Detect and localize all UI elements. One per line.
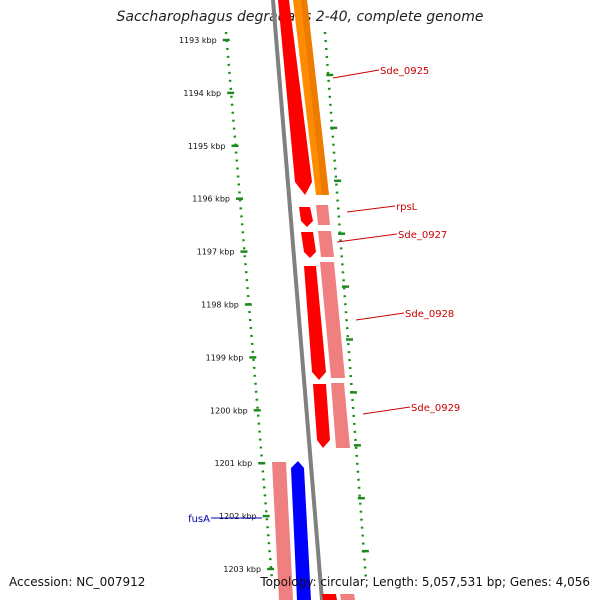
gene-sde-0925-arrow-shade — [301, 0, 329, 195]
gene-label-rpsl[interactable]: rpsL — [396, 202, 418, 213]
gene-sde-0927-pink-bar — [318, 231, 334, 257]
ruler-lines — [224, 31, 368, 581]
axis-tick-label: 1202 kbp — [219, 512, 257, 521]
next-gene-red-arrow — [322, 594, 337, 600]
axis-tick-label: 1197 kbp — [197, 248, 235, 257]
axis-tick-label: 1199 kbp — [206, 353, 244, 362]
axis-tick-label: 1196 kbp — [192, 195, 230, 204]
gene-fusa-features — [272, 461, 311, 600]
gene-sde-0927-features — [301, 231, 334, 258]
gene-label-sde-0929[interactable]: Sde_0929 — [411, 403, 460, 414]
next-gene-features — [322, 594, 355, 600]
axis-tick-label: 1200 kbp — [210, 406, 248, 415]
axis-tick-label: 1203 kbp — [223, 565, 261, 574]
gene-fusa-blue-arrow — [291, 461, 311, 600]
ruler-line-right — [323, 31, 368, 581]
gene-rpsl-pink-bar — [316, 205, 330, 225]
next-gene-pink-bar — [340, 594, 355, 600]
gene-label-sde-0927[interactable]: Sde_0927 — [398, 230, 447, 241]
callout-line-sde-0927 — [336, 233, 398, 243]
gene-sde-0929-features — [313, 383, 350, 448]
gene-label-fusa[interactable]: fusA — [188, 514, 210, 525]
gene-sde-0929-pink-bar — [331, 383, 350, 448]
gene-sde-0929-red-arrow — [313, 384, 330, 448]
gene-sde-0927-red-arrow — [301, 232, 316, 258]
gene-sde-0928-pink-bar — [320, 262, 345, 378]
callout-line-sde-0925 — [332, 69, 380, 79]
gene-callouts: Sde_0925 rpsL Sde_0927 Sde_0928 Sde_0929 fusA — [188, 66, 460, 525]
accession-text: Accession: NC_007912 — [9, 575, 146, 589]
gene-sde-0924-features — [278, 0, 312, 195]
callout-line-rpsl — [346, 205, 396, 213]
axis-tick-label: 1201 kbp — [214, 459, 252, 468]
gene-sde-0924-red-arrow — [278, 0, 312, 195]
gene-label-sde-0928[interactable]: Sde_0928 — [405, 309, 454, 320]
gene-sde-0925-features — [293, 0, 329, 195]
axis-tick-label: 1198 kbp — [201, 301, 239, 310]
genome-backbone — [271, 0, 324, 600]
gene-sde-0928-features — [304, 262, 345, 380]
gene-rpsl-red-arrow — [299, 207, 313, 227]
callout-line-sde-0928 — [355, 312, 405, 321]
axis-tick-label: 1195 kbp — [188, 142, 226, 151]
axis-ticks: 1193 kbp 1194 kbp 1195 kbp 1196 kbp 1197 kbp… — [179, 36, 369, 574]
gene-fusa-pink-bar — [272, 462, 293, 600]
axis-tick-label: 1194 kbp — [183, 89, 221, 98]
gene-label-sde-0925[interactable]: Sde_0925 — [380, 66, 429, 77]
genome-summary-text: Topology: circular; Length: 5,057,531 bp… — [260, 575, 590, 589]
gene-sde-0928-red-arrow — [304, 266, 326, 380]
axis-tick-label: 1193 kbp — [179, 36, 217, 45]
callout-line-sde-0929 — [362, 406, 411, 415]
gene-rpsl-features — [299, 205, 330, 227]
